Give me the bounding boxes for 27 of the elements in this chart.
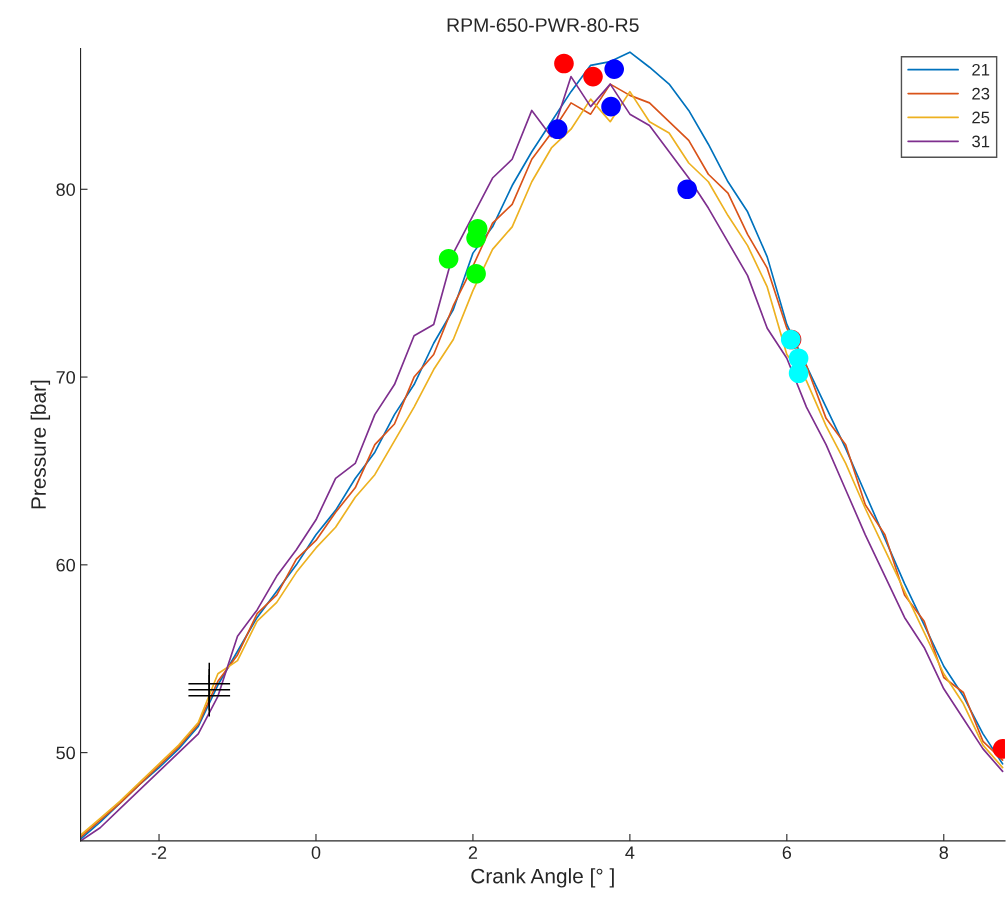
legend-label: 31	[972, 135, 990, 148]
y-tick-label: 80	[56, 183, 75, 196]
point	[601, 96, 621, 117]
y-tick-label: 70	[56, 370, 75, 384]
point	[466, 263, 486, 284]
legend-label: 23	[972, 87, 990, 100]
x-axis-title: Crank Angle [° ]	[471, 868, 614, 888]
point	[554, 53, 574, 74]
x-tick-label: -2	[151, 846, 167, 859]
point	[677, 179, 697, 200]
x-tick-label: 8	[939, 846, 949, 859]
x-tick-label: 4	[625, 846, 635, 859]
y-tick-label: 60	[56, 558, 75, 572]
point	[466, 228, 486, 248]
x-tick-label: 2	[468, 846, 478, 859]
legend-label: 25	[972, 111, 990, 124]
chart-title: RPM-650-PWR-80-R5	[447, 18, 639, 32]
y-axis-title: Pressure [bar]	[30, 380, 51, 509]
point	[547, 119, 568, 140]
x-tick-label: 0	[311, 846, 321, 859]
point	[788, 363, 809, 384]
point	[604, 59, 625, 79]
x-tick-label: 6	[782, 846, 792, 859]
point	[583, 66, 603, 87]
legend-label: 21	[972, 63, 990, 76]
point	[438, 248, 459, 269]
y-tick-label: 50	[56, 746, 75, 760]
